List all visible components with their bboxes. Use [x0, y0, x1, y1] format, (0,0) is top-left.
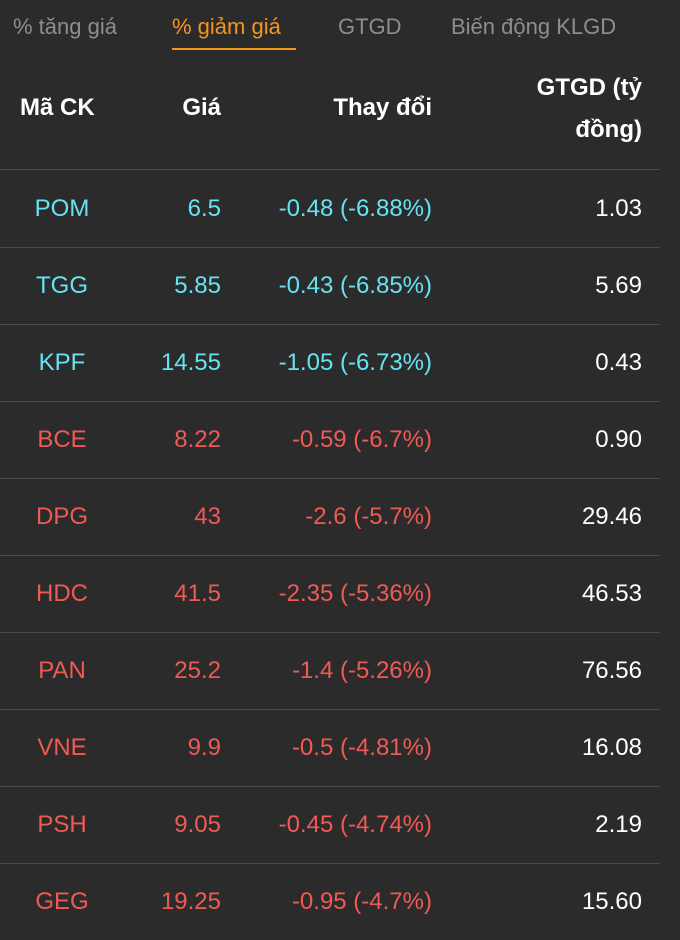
stock-trading-value: 16.08: [581, 734, 642, 761]
table-row[interactable]: POM 6.5 -0.48 (-6.88%) 1.03: [0, 170, 680, 247]
table-row[interactable]: BCE 8.22 -0.59 (-6.7%) 0.90: [0, 401, 680, 478]
stock-trading-value: 2.19: [595, 811, 642, 838]
header-value-line1: GTGD (tỷ: [536, 74, 642, 101]
row-divider: [0, 324, 660, 325]
stock-price: 8.22: [174, 426, 221, 453]
row-divider: [0, 478, 660, 479]
stock-trading-value: 15.60: [581, 888, 642, 915]
row-divider: [0, 709, 660, 710]
header-change: Thay đổi: [333, 94, 432, 121]
stock-price: 9.9: [187, 734, 221, 761]
table-header: Mã CK Giá Thay đổi GTGD (tỷ đồng): [0, 60, 680, 168]
stock-code: BCE: [37, 426, 87, 453]
stock-price: 9.05: [174, 811, 221, 838]
stock-change: -0.43 (-6.85%): [278, 272, 432, 299]
stock-code: POM: [34, 195, 90, 222]
tab-trading-value[interactable]: GTGD: [338, 14, 402, 39]
stock-change: -2.35 (-5.36%): [278, 580, 432, 607]
stock-price: 6.5: [187, 195, 221, 222]
table-row[interactable]: DPG 43 -2.6 (-5.7%) 29.46: [0, 478, 680, 555]
stock-code: HDC: [36, 580, 88, 607]
header-price: Giá: [182, 94, 221, 121]
stock-code: VNE: [37, 734, 87, 761]
stock-code: DPG: [35, 503, 88, 530]
stock-change: -0.95 (-4.7%): [291, 888, 432, 915]
stock-code: PSH: [37, 811, 87, 838]
stock-code: KPF: [38, 349, 86, 376]
stock-code: TGG: [36, 272, 88, 299]
table-row[interactable]: TGG 5.85 -0.43 (-6.85%) 5.69: [0, 247, 680, 324]
stock-change: -0.59 (-6.7%): [291, 426, 432, 453]
table-row[interactable]: VNE 9.9 -0.5 (-4.81%) 16.08: [0, 709, 680, 786]
stock-price: 5.85: [174, 272, 221, 299]
stock-trading-value: 76.56: [581, 657, 642, 684]
row-divider: [0, 632, 660, 633]
stock-change: -0.5 (-4.81%): [291, 734, 432, 761]
tab-volume-change[interactable]: Biến động KLGD: [451, 14, 617, 39]
table-row[interactable]: KPF 14.55 -1.05 (-6.73%) 0.43: [0, 324, 680, 401]
row-divider: [0, 863, 660, 864]
stock-price: 19.25: [160, 888, 221, 915]
row-divider: [0, 401, 660, 402]
stock-price: 41.5: [174, 580, 221, 607]
row-divider: [0, 247, 660, 248]
table-row[interactable]: PAN 25.2 -1.4 (-5.26%) 76.56: [0, 632, 680, 709]
header-divider: [0, 169, 660, 170]
row-divider: [0, 555, 660, 556]
stock-change: -2.6 (-5.7%): [305, 503, 432, 530]
header-code: Mã CK: [20, 94, 95, 121]
table-row[interactable]: HDC 41.5 -2.35 (-5.36%) 46.53: [0, 555, 680, 632]
stock-change: -1.05 (-6.73%): [278, 349, 432, 376]
tab-bar: % tăng giá % giảm giá GTGD Biến động KLG…: [0, 0, 680, 60]
tab-top-losers[interactable]: % giảm giá: [172, 14, 281, 39]
row-divider: [0, 786, 660, 787]
stock-trading-value: 0.90: [595, 426, 642, 453]
stock-change: -0.45 (-4.74%): [278, 811, 432, 838]
header-value-line2: đồng): [575, 116, 642, 143]
stock-code: GEG: [35, 888, 89, 915]
stock-trading-value: 29.46: [581, 503, 642, 530]
stock-price: 25.2: [174, 657, 221, 684]
stock-change: -0.48 (-6.88%): [278, 195, 432, 222]
stock-price: 43: [194, 503, 221, 530]
table-row[interactable]: PSH 9.05 -0.45 (-4.74%) 2.19: [0, 786, 680, 863]
stock-trading-value: 0.43: [595, 349, 642, 376]
tab-top-gainers[interactable]: % tăng giá: [13, 14, 117, 39]
table-row[interactable]: GEG 19.25 -0.95 (-4.7%) 15.60: [0, 863, 680, 940]
stock-code: PAN: [38, 657, 86, 684]
stock-trading-value: 46.53: [581, 580, 642, 607]
active-tab-indicator: [172, 48, 296, 50]
stock-price: 14.55: [160, 349, 221, 376]
stock-change: -1.4 (-5.26%): [291, 657, 432, 684]
stock-trading-value: 5.69: [595, 272, 642, 299]
stock-trading-value: 1.03: [595, 195, 642, 222]
